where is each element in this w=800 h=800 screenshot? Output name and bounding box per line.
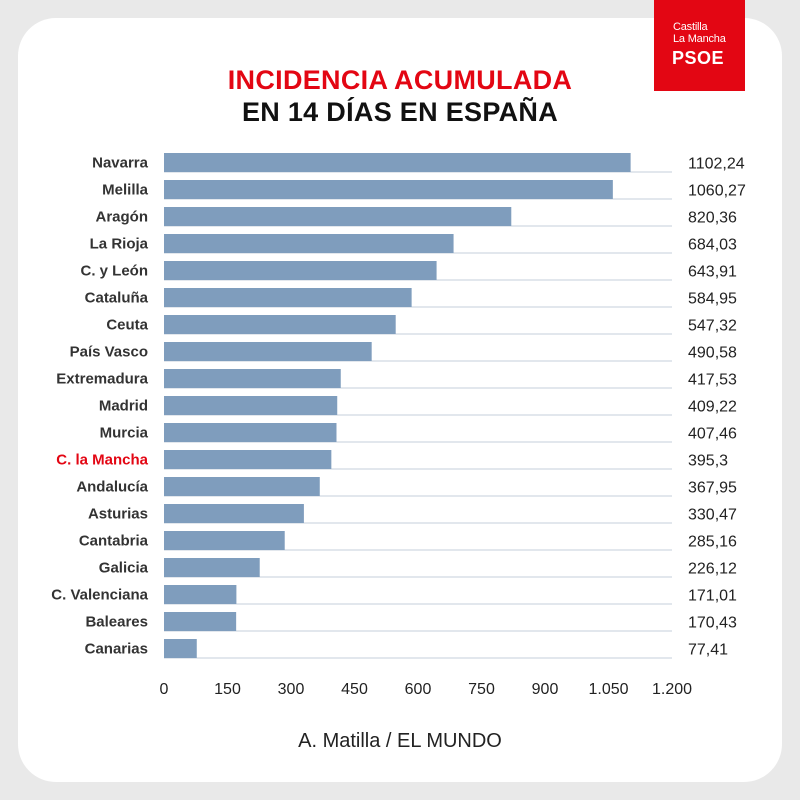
bar: [164, 558, 260, 577]
bar: [164, 261, 437, 280]
value-label: 226,12: [688, 561, 737, 578]
category-label: Canarias: [85, 641, 148, 658]
value-label: 285,16: [688, 534, 737, 551]
x-tick-label: 1.050: [588, 681, 628, 698]
logo-line-2: La Mancha: [673, 33, 726, 45]
bar: [164, 234, 454, 253]
chart-card: [18, 18, 782, 782]
psoe-logo: Castilla La Mancha PSOE: [654, 0, 745, 91]
bar: [164, 504, 304, 523]
value-label: 407,46: [688, 426, 737, 443]
value-label: 367,95: [688, 480, 737, 497]
category-label: C. Valenciana: [51, 587, 148, 604]
category-label: C. la Mancha: [56, 452, 148, 469]
bar: [164, 531, 285, 550]
chart-title-line-2: EN 14 DÍAS EN ESPAÑA: [241, 97, 559, 127]
value-label: 170,43: [688, 615, 737, 632]
bar: [164, 585, 237, 604]
value-label: 547,32: [688, 318, 737, 335]
x-tick-label: 750: [468, 681, 495, 698]
bar: [164, 315, 396, 334]
bar: [164, 288, 412, 307]
value-label: 1060,27: [688, 183, 746, 200]
value-label: 820,36: [688, 210, 737, 227]
logo-line-1: Castilla: [673, 21, 708, 33]
bar: [164, 396, 338, 415]
category-label: Cantabria: [79, 533, 149, 550]
bar: [164, 180, 613, 199]
x-tick-label: 900: [532, 681, 559, 698]
category-label: C. y León: [80, 263, 148, 280]
category-label: Andalucía: [76, 479, 148, 496]
category-label: Aragón: [96, 209, 149, 226]
value-label: 77,41: [688, 642, 728, 659]
chart-title-line-1: INCIDENCIA ACUMULADA: [227, 65, 573, 95]
logo-line-3: PSOE: [672, 48, 725, 68]
category-label: Extremadura: [56, 371, 148, 388]
value-label: 643,91: [688, 264, 737, 281]
source-credit: A. Matilla / EL MUNDO: [298, 730, 502, 752]
value-label: 684,03: [688, 237, 737, 254]
value-label: 409,22: [688, 399, 737, 416]
category-label: Murcia: [100, 425, 149, 442]
value-label: 490,58: [688, 345, 737, 362]
value-label: 417,53: [688, 372, 737, 389]
category-label: Navarra: [92, 155, 149, 172]
category-label: Baleares: [85, 614, 148, 631]
value-label: 395,3: [688, 453, 728, 470]
bar: [164, 450, 332, 469]
x-tick-label: 450: [341, 681, 368, 698]
value-label: 1102,24: [688, 156, 745, 173]
bar: [164, 423, 337, 442]
bar: [164, 612, 237, 631]
x-tick-label: 0: [160, 681, 169, 698]
category-label: La Rioja: [90, 236, 149, 253]
x-tick-label: 150: [214, 681, 241, 698]
bar: [164, 639, 197, 658]
value-label: 330,47: [688, 507, 737, 524]
bar: [164, 207, 512, 226]
category-label: Madrid: [99, 398, 148, 415]
category-label: Asturias: [88, 506, 148, 523]
category-label: País Vasco: [70, 344, 148, 361]
value-label: 171,01: [688, 588, 737, 605]
bar: [164, 369, 341, 388]
category-label: Cataluña: [85, 290, 149, 307]
bar: [164, 153, 631, 172]
category-label: Ceuta: [106, 317, 148, 334]
category-label: Galicia: [99, 560, 149, 577]
x-tick-label: 300: [278, 681, 305, 698]
value-label: 584,95: [688, 291, 737, 308]
x-tick-label: 600: [405, 681, 432, 698]
bar: [164, 342, 372, 361]
bar: [164, 477, 320, 496]
category-label: Melilla: [102, 182, 149, 199]
x-tick-label: 1.200: [652, 681, 692, 698]
